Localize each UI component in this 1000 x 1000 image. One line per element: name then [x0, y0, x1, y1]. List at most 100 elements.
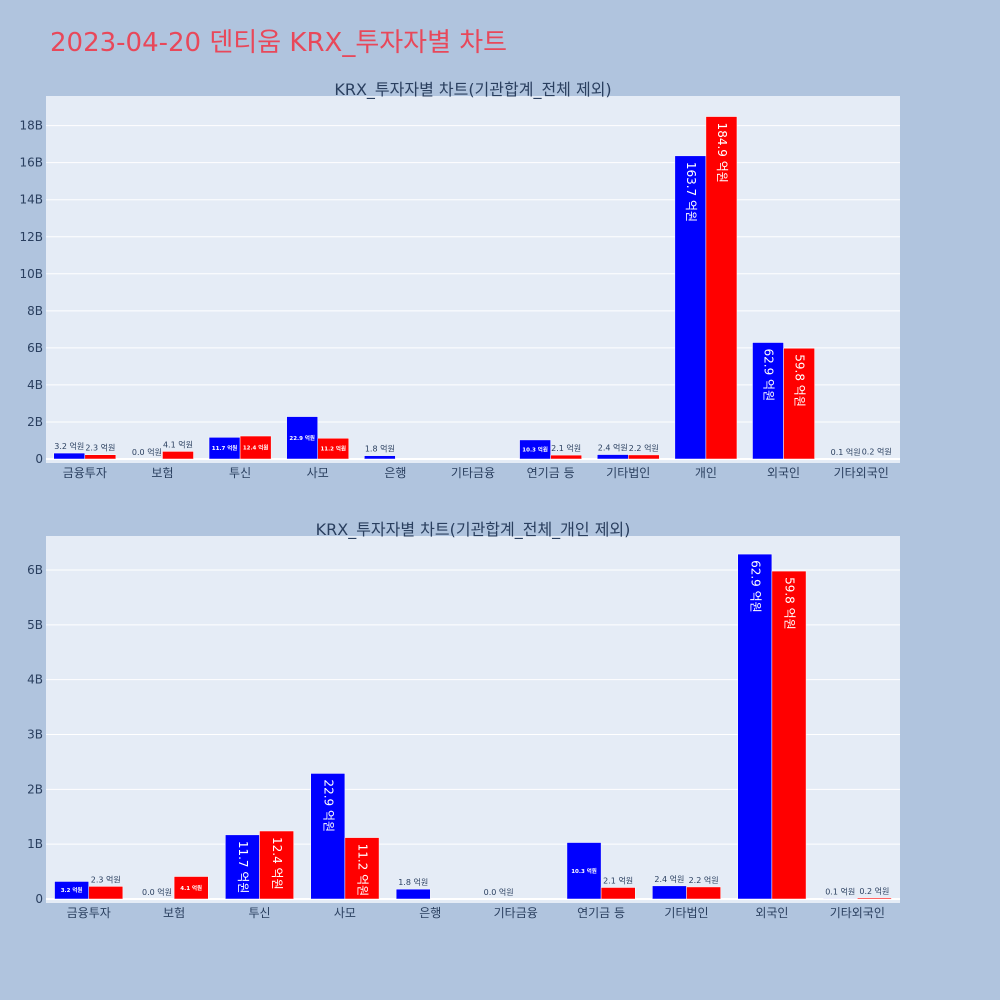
- data-label: 184.9 억원: [715, 123, 729, 183]
- bar-series2: [783, 347, 815, 460]
- data-label: 2.2 억원: [689, 875, 719, 885]
- data-label: 0.1 억원: [825, 886, 855, 896]
- bar-series1: [286, 416, 318, 460]
- data-label: 2.2 억원: [629, 443, 659, 453]
- bar-series2: [88, 886, 124, 900]
- bar-series2: [84, 454, 117, 460]
- page-title: 2023-04-20 덴티움 KRX_투자자별 차트: [50, 28, 508, 58]
- bar-series2: [317, 438, 350, 460]
- data-label: 22.9 억원: [289, 434, 315, 442]
- data-label: 59.8 억원: [782, 577, 796, 630]
- bar-series2: [600, 887, 636, 900]
- bar-series2: [344, 837, 380, 900]
- y-tick-label: 12B: [19, 230, 43, 244]
- y-tick-label: 3B: [27, 727, 43, 741]
- bar-series2: [162, 451, 194, 460]
- x-tick-label: 외국인: [755, 906, 788, 920]
- bar-series1: [53, 452, 86, 460]
- x-tick-label: 투신: [229, 466, 251, 480]
- x-tick-label: 기타금융: [494, 906, 538, 920]
- data-label: 4.1 억원: [163, 439, 193, 449]
- x-tick-label: 기타법인: [606, 466, 650, 480]
- y-tick-label: 8B: [27, 304, 43, 318]
- bar-series1: [737, 553, 773, 900]
- data-label: 10.3 억원: [522, 445, 548, 453]
- data-label: 22.9 억원: [321, 779, 335, 832]
- data-label: 62.9 억원: [748, 560, 762, 613]
- bar-series1: [652, 885, 687, 900]
- data-label: 0.1 억원: [831, 447, 861, 457]
- y-tick-label: 4B: [27, 673, 43, 687]
- bar-series1: [519, 439, 551, 460]
- bar-series2: [857, 897, 892, 900]
- chart-title: KRX_투자자별 차트(기관합계_전체 제외): [334, 80, 611, 100]
- data-label: 2.3 억원: [91, 874, 121, 884]
- bar-series1: [364, 455, 396, 460]
- bar-series1: [310, 773, 346, 900]
- data-label: 59.8 억원: [793, 354, 807, 407]
- data-label: 163.7 억원: [684, 162, 698, 222]
- data-label: 11.7 억원: [236, 841, 250, 894]
- bar-series1: [596, 454, 629, 460]
- bar-series2: [173, 876, 209, 900]
- x-tick-label: 사모: [334, 906, 356, 920]
- data-label: 11.2 억원: [320, 445, 346, 453]
- data-label: 0.0 억원: [132, 447, 162, 457]
- y-tick-label: 6B: [27, 563, 43, 577]
- chart-2: 0 1B 2B 3B 4B 5B 6B KRX_투자자별 차트(기관합계_전체_개인 제외) 금…: [27, 520, 900, 920]
- x-tick-label: 보험: [163, 906, 185, 920]
- data-label: 62.9 억원: [762, 349, 776, 402]
- bar-series1: [395, 888, 431, 900]
- bar-series2: [550, 454, 582, 460]
- bar-series2: [628, 454, 660, 460]
- bar-series2: [705, 116, 738, 460]
- bar-series2: [259, 830, 294, 900]
- x-tick-label: 투신: [248, 906, 270, 920]
- y-tick-label: 0: [35, 892, 43, 906]
- y-tick-label: 10B: [19, 267, 43, 281]
- y-tick-label: 0: [35, 452, 43, 466]
- data-label: 11.7 억원: [212, 444, 238, 452]
- data-label: 0.2 억원: [859, 886, 889, 896]
- y-tick-label: 6B: [27, 341, 43, 355]
- bar-series1: [752, 342, 784, 460]
- bar-series2: [239, 435, 272, 460]
- data-label: 2.1 억원: [551, 443, 581, 453]
- data-label: 2.3 억원: [85, 443, 115, 453]
- y-tick-label: 16B: [19, 156, 43, 170]
- data-label: 2.4 억원: [598, 443, 628, 453]
- bar-series1: [225, 834, 260, 900]
- x-tick-label: 금융투자: [63, 466, 107, 480]
- x-tick-label: 외국인: [767, 466, 800, 480]
- x-tick-label: 연기금 등: [527, 466, 575, 480]
- y-tick-label: 14B: [19, 193, 43, 207]
- y-tick-label: 18B: [19, 119, 43, 133]
- data-label: 2.4 억원: [654, 874, 684, 884]
- data-label: 12.4 억원: [270, 837, 284, 890]
- x-tick-label: 기타금융: [451, 466, 495, 480]
- data-label: 12.4 억원: [243, 444, 269, 452]
- chart-title: KRX_투자자별 차트(기관합계_전체_개인 제외): [316, 520, 631, 540]
- bar-series2: [686, 886, 721, 900]
- bar-series1: [822, 898, 858, 900]
- data-label: 0.2 억원: [862, 447, 892, 457]
- data-label: 11.2 억원: [355, 844, 369, 897]
- data-label: 0.0 억원: [484, 887, 514, 897]
- x-tick-label: 보험: [151, 466, 173, 480]
- data-label: 3.2 억원: [61, 886, 83, 894]
- y-tick-label: 5B: [27, 618, 43, 632]
- x-tick-label: 기타법인: [664, 906, 708, 920]
- x-tick-label: 은행: [419, 905, 441, 920]
- data-label: 3.2 억원: [54, 441, 84, 451]
- data-label: 1.8 억원: [365, 444, 395, 454]
- y-tick-label: 4B: [27, 378, 43, 392]
- y-tick-label: 2B: [27, 782, 43, 796]
- bar-series1: [674, 155, 707, 460]
- x-tick-label: 기타외국인: [834, 466, 889, 480]
- x-tick-label: 연기금 등: [577, 906, 625, 920]
- x-tick-label: 금융투자: [67, 906, 111, 920]
- data-label: 0.0 억원: [142, 887, 172, 897]
- x-tick-label: 개인: [695, 466, 717, 480]
- data-label: 10.3 억원: [571, 867, 597, 875]
